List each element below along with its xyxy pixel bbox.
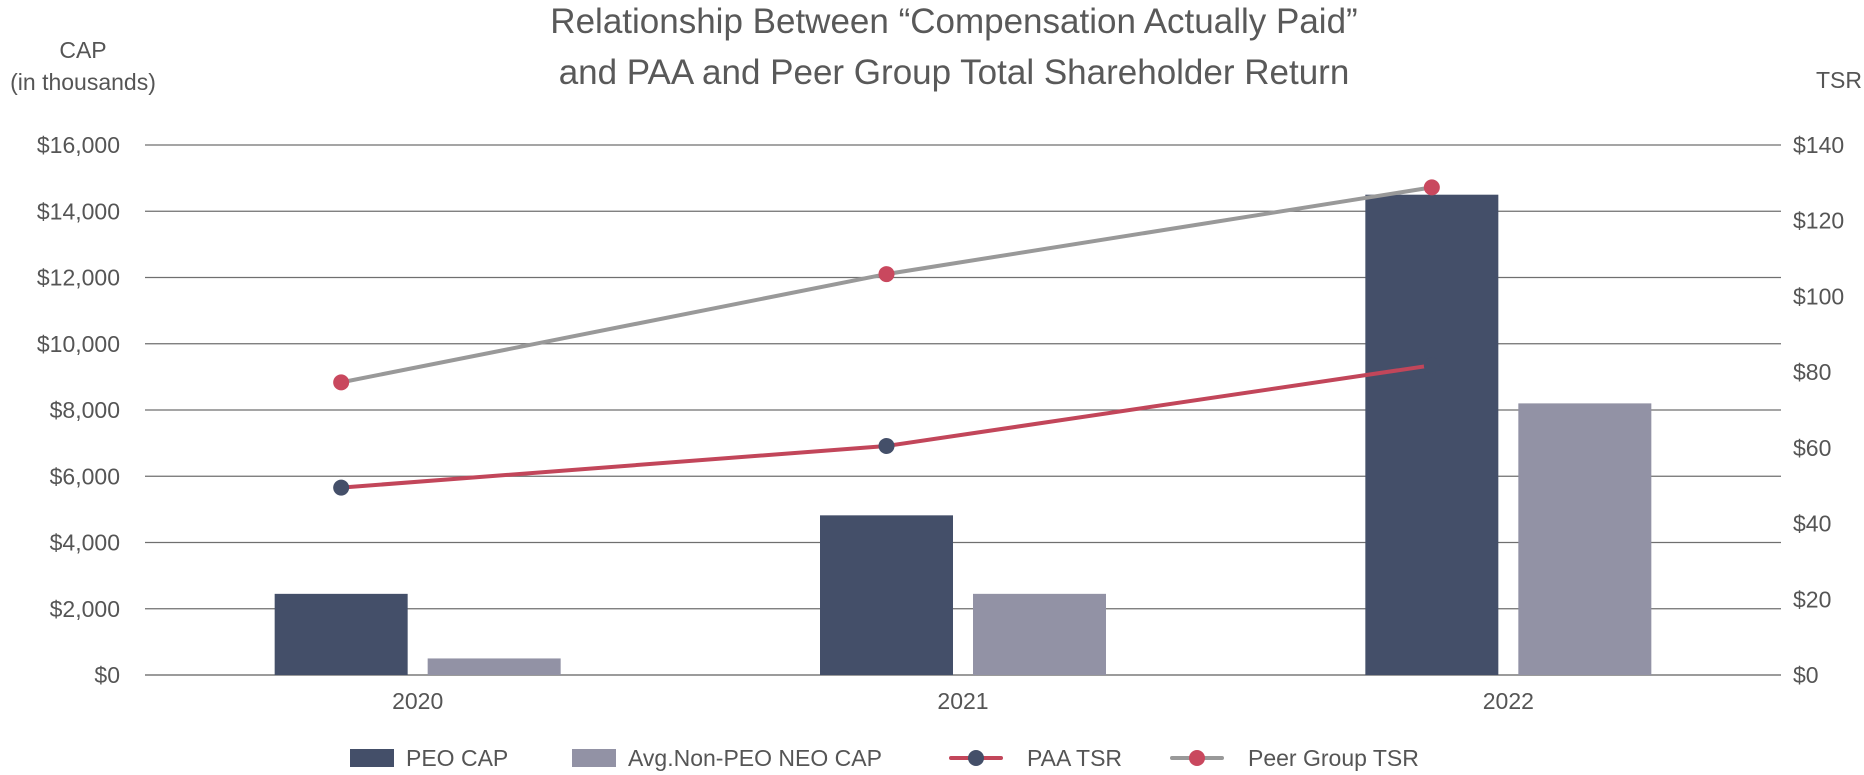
- x-axis-label: 2020: [392, 688, 443, 714]
- lines: [333, 179, 1440, 496]
- chart-title-line-2: and PAA and Peer Group Total Shareholder…: [559, 53, 1350, 92]
- right-axis-title: TSR: [1816, 67, 1862, 93]
- bar-peo-cap: [1365, 194, 1499, 675]
- bar-non-peo-neo-cap: [973, 593, 1106, 675]
- legend-non-peo-neo-cap: Avg.Non-PEO NEO CAP: [572, 745, 882, 771]
- x-axis-label: 2022: [1483, 688, 1534, 714]
- legend-label: PEO CAP: [406, 745, 508, 771]
- gridlines: [145, 144, 1781, 676]
- left-tick-label: $4,000: [50, 530, 120, 556]
- right-tick-label: $60: [1793, 435, 1831, 461]
- legend-label: PAA TSR: [1027, 745, 1122, 771]
- legend-marker: [968, 750, 984, 766]
- right-tick-label: $0: [1793, 662, 1819, 688]
- left-tick-label: $0: [94, 662, 120, 688]
- left-tick-label: $12,000: [37, 265, 120, 291]
- legend-swatch: [350, 749, 394, 767]
- bars: [274, 194, 1652, 675]
- legend-marker: [1189, 750, 1205, 766]
- legend: PEO CAP Avg.Non-PEO NEO CAP PAA TSR Peer Gr…: [350, 745, 1419, 771]
- right-tick-label: $100: [1793, 283, 1844, 309]
- right-tick-label: $40: [1793, 511, 1831, 537]
- line-peer-group-tsr: [339, 185, 1434, 385]
- legend-paa-tsr: PAA TSR: [949, 745, 1122, 771]
- marker-paa-tsr: [1423, 357, 1440, 374]
- marker-peer-group-tsr: [878, 266, 895, 283]
- bar-non-peo-neo-cap: [427, 658, 561, 675]
- marker-paa-tsr: [878, 437, 895, 454]
- legend-peo-cap: PEO CAP: [350, 745, 508, 771]
- legend-label: Peer Group TSR: [1248, 745, 1419, 771]
- right-axis-ticks: $0 $20 $40 $60 $80 $100 $120 $140: [1793, 132, 1844, 688]
- left-axis-title-line-1: CAP: [59, 37, 106, 63]
- line-paa-tsr: [339, 363, 1434, 490]
- left-axis-ticks: $0 $2,000 $4,000 $6,000 $8,000 $10,000 $12,000…: [37, 132, 120, 688]
- left-tick-label: $16,000: [37, 132, 120, 158]
- marker-peer-group-tsr: [1423, 179, 1440, 196]
- left-tick-label: $2,000: [50, 596, 120, 622]
- chart-title-line-1: Relationship Between “Compensation Actua…: [550, 2, 1357, 41]
- chart-title: Relationship Between “Compensation Actua…: [550, 2, 1357, 92]
- right-tick-label: $140: [1793, 132, 1844, 158]
- left-tick-label: $14,000: [37, 198, 120, 224]
- legend-peer-group-tsr: Peer Group TSR: [1170, 745, 1419, 771]
- marker-paa-tsr: [333, 479, 350, 496]
- left-tick-label: $8,000: [50, 397, 120, 423]
- right-tick-label: $80: [1793, 359, 1831, 385]
- right-tick-label: $120: [1793, 208, 1844, 234]
- marker-peer-group-tsr: [333, 374, 350, 391]
- bar-peo-cap: [820, 515, 953, 675]
- left-axis-title: CAP (in thousands): [10, 37, 156, 95]
- left-tick-label: $6,000: [50, 463, 120, 489]
- legend-swatch: [572, 749, 616, 767]
- x-axis-label: 2021: [937, 688, 988, 714]
- legend-label: Avg.Non-PEO NEO CAP: [628, 745, 882, 771]
- bar-non-peo-neo-cap: [1518, 403, 1652, 675]
- right-tick-label: $20: [1793, 586, 1831, 612]
- bar-peo-cap: [274, 593, 408, 675]
- x-axis-labels: 2020 2021 2022: [392, 688, 1534, 714]
- left-axis-title-line-2: (in thousands): [10, 69, 156, 95]
- left-tick-label: $10,000: [37, 331, 120, 357]
